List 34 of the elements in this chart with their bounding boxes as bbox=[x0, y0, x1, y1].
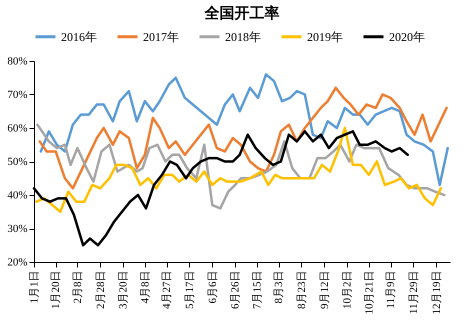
y-tick-label: 20% bbox=[7, 256, 28, 268]
x-tick-label: 4月8日 bbox=[139, 270, 152, 304]
x-tick-label: 8月23日 bbox=[296, 270, 308, 309]
x-tick-label: 4月27日 bbox=[161, 270, 174, 309]
y-tick-label: 70% bbox=[7, 89, 28, 101]
y-tick-label: 30% bbox=[7, 223, 28, 235]
y-tick-label: 40% bbox=[7, 190, 28, 202]
x-tick-label: 10月21日 bbox=[363, 270, 376, 314]
legend-label: 2019年 bbox=[307, 30, 343, 44]
x-tick-label: 2月28日 bbox=[94, 270, 107, 309]
x-tick-label: 10月2日 bbox=[342, 270, 354, 309]
y-tick-label: 50% bbox=[7, 156, 28, 168]
line-series bbox=[38, 86, 448, 190]
x-tick-label: 11月29日 bbox=[408, 270, 420, 314]
x-tick-label: 9月12日 bbox=[318, 270, 331, 309]
y-tick-label: 60% bbox=[7, 122, 28, 134]
x-tick-label: 7月15日 bbox=[251, 270, 264, 309]
legend-label: 2016年 bbox=[61, 30, 97, 44]
chart-title: 全国开工率 bbox=[204, 4, 280, 22]
y-tick-label: 80% bbox=[7, 56, 28, 68]
legend-label: 2018年 bbox=[225, 30, 261, 44]
x-tick-label: 1月1日 bbox=[28, 270, 40, 304]
x-tick-label: 2月8日 bbox=[72, 270, 84, 304]
x-tick-label: 6月6日 bbox=[206, 270, 219, 304]
legend-label: 2017年 bbox=[143, 30, 179, 44]
x-tick-label: 5月17日 bbox=[184, 270, 196, 309]
line-series bbox=[40, 73, 449, 186]
x-tick-label: 8月3日 bbox=[273, 270, 286, 304]
legend-label: 2020年 bbox=[389, 30, 425, 44]
x-tick-label: 6月26日 bbox=[230, 270, 242, 309]
x-tick-label: 12月19日 bbox=[430, 270, 443, 314]
x-tick-label: 11月9日 bbox=[385, 270, 398, 309]
x-tick-label: 1月20日 bbox=[50, 270, 62, 309]
x-tick-label: 3月20日 bbox=[118, 270, 130, 309]
